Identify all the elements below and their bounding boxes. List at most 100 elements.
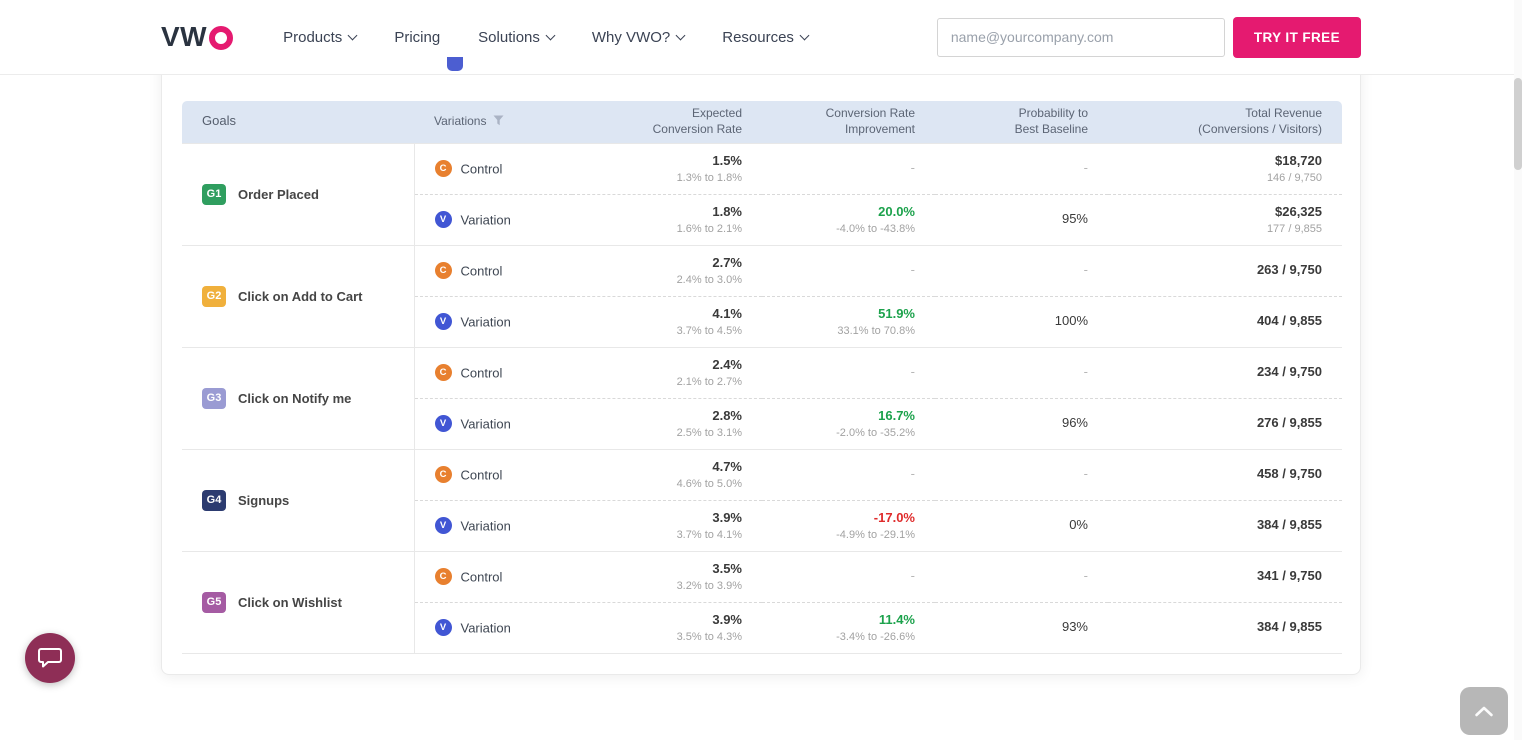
conversion-improvement-cell: - xyxy=(762,448,935,500)
variation-icon: V xyxy=(434,312,452,330)
expected-conversion-rate-cell: 1.8% 1.6% to 2.1% xyxy=(572,193,762,245)
cell-value: - xyxy=(1083,160,1088,176)
variation-label: Control xyxy=(460,568,503,584)
cell-value: 4.7% xyxy=(712,459,742,475)
cell-value: 234 / 9,750 xyxy=(1256,364,1322,380)
nav-item-label: Solutions xyxy=(478,28,540,46)
try-it-free-button[interactable]: TRY IT FREE xyxy=(1232,16,1361,58)
cell-value: 1.8% xyxy=(712,204,742,220)
nav-item-solutions[interactable]: Solutions xyxy=(478,28,556,46)
table-row: G5 Click on Wishlist C Control 3.5% 3.2% to 3… xyxy=(182,550,1342,653)
goal-badge: G1 xyxy=(202,183,226,205)
logo-o-ring-icon xyxy=(209,26,234,50)
revenue-cell: 234 / 9,750 xyxy=(1108,346,1342,398)
cell-value: 276 / 9,855 xyxy=(1256,415,1322,431)
top-navbar: VW Products Pricing Solutions Why VWO? Resou… xyxy=(0,0,1522,75)
expected-conversion-rate-cell: 3.9% 3.5% to 4.3% xyxy=(572,601,762,653)
cell-range: -4.9% to -29.1% xyxy=(836,528,915,541)
nav-item-why-vwo[interactable]: Why VWO? xyxy=(592,29,686,46)
cell-range: 4.6% to 5.0% xyxy=(676,477,742,490)
revenue-cell: 384 / 9,855 xyxy=(1108,499,1342,551)
probability-cell: - xyxy=(935,550,1108,602)
table-row: G4 Signups C Control 4.7% 4.6% to 5.0% - - 458 /… xyxy=(182,448,1342,551)
logo-text: VW xyxy=(161,21,208,52)
variation-cell: V Variation xyxy=(414,295,572,347)
expected-conversion-rate-cell: 4.1% 3.7% to 4.5% xyxy=(572,295,762,347)
scrollbar-thumb[interactable] xyxy=(1514,78,1522,170)
cell-value: - xyxy=(910,160,915,176)
goal-cell: G5 Click on Wishlist xyxy=(182,550,415,653)
goal-name: Order Placed xyxy=(238,186,319,202)
revenue-cell: $26,325 177 / 9,855 xyxy=(1108,193,1342,245)
control-icon: C xyxy=(434,261,452,279)
cell-range: -3.4% to -26.6% xyxy=(836,630,915,643)
variation-cell: C Control xyxy=(414,244,572,296)
cell-value: 384 / 9,855 xyxy=(1256,517,1322,533)
probability-cell: 93% xyxy=(935,601,1108,653)
header-goals-label: Goals xyxy=(202,113,236,129)
cell-value: 95% xyxy=(1061,211,1088,227)
variation-label: Variation xyxy=(460,211,511,227)
header-variations-label: Variations xyxy=(434,113,487,128)
variation-cell: V Variation xyxy=(414,397,572,449)
cell-value: - xyxy=(1083,466,1088,482)
table-row: G1 Order Placed C Control 1.5% 1.3% to 1.8% - -… xyxy=(182,142,1342,245)
goal-name: Click on Add to Cart xyxy=(238,288,363,304)
conversion-improvement-cell: - xyxy=(762,142,935,194)
chevron-down-icon xyxy=(347,30,358,40)
revenue-cell: 458 / 9,750 xyxy=(1108,448,1342,500)
variation-label: Control xyxy=(460,262,503,278)
goal-cell: G3 Click on Notify me xyxy=(182,346,415,449)
revenue-cell: 404 / 9,855 xyxy=(1108,295,1342,347)
variation-icon: V xyxy=(434,414,452,432)
nav-item-pricing[interactable]: Pricing xyxy=(394,29,440,46)
expected-conversion-rate-cell: 2.4% 2.1% to 2.7% xyxy=(572,346,762,398)
goal-badge: G2 xyxy=(202,285,226,307)
expected-conversion-rate-cell: 1.5% 1.3% to 1.8% xyxy=(572,142,762,194)
goal-badge: G3 xyxy=(202,387,226,409)
probability-cell: - xyxy=(935,346,1108,398)
chevron-down-icon xyxy=(545,30,556,40)
table-row: G2 Click on Add to Cart C Control 2.7% 2.4% t… xyxy=(182,244,1342,347)
variation-icon: V xyxy=(434,210,452,228)
header-goals: Goals xyxy=(182,101,414,143)
cell-value: 458 / 9,750 xyxy=(1256,466,1322,482)
control-icon: C xyxy=(434,159,452,177)
results-table: Goals Variations Expected Conversion Rat… xyxy=(182,101,1342,654)
cell-value: 2.4% xyxy=(712,357,742,373)
cell-value: $26,325 xyxy=(1275,204,1322,220)
vwo-logo[interactable]: VW xyxy=(161,21,234,53)
cell-range: 2.4% to 3.0% xyxy=(676,273,742,286)
email-input[interactable] xyxy=(936,17,1225,57)
probability-cell: 100% xyxy=(935,295,1108,347)
cell-value: - xyxy=(910,364,915,380)
nav-item-products[interactable]: Products xyxy=(283,29,358,46)
cell-value: 384 / 9,855 xyxy=(1256,619,1322,635)
chevron-down-icon xyxy=(799,30,810,40)
filter-icon[interactable] xyxy=(493,115,504,126)
goal-cell: G1 Order Placed xyxy=(182,142,415,245)
page-scrollbar[interactable] xyxy=(1514,0,1522,740)
table-row: V Variation 1.8% 1.6% to 2.1% 20.0% -4.0% to … xyxy=(182,193,1342,245)
probability-cell: - xyxy=(935,142,1108,194)
cell-value: - xyxy=(1083,568,1088,584)
navbar-right: TRY IT FREE xyxy=(936,16,1361,58)
nav-item-resources[interactable]: Resources xyxy=(722,28,810,46)
cell-value: 3.9% xyxy=(712,510,742,526)
nav-item-label: Resources xyxy=(722,28,794,46)
table-row: V Variation 3.9% 3.7% to 4.1% -17.0% -4.9% to… xyxy=(182,499,1342,551)
cell-value: 2.7% xyxy=(712,255,742,271)
cell-value: - xyxy=(1083,364,1088,380)
goal-name: Click on Wishlist xyxy=(238,594,342,610)
goal-name: Click on Notify me xyxy=(238,390,352,406)
probability-cell: 96% xyxy=(935,397,1108,449)
main-nav: Products Pricing Solutions Why VWO? Resource… xyxy=(283,28,810,46)
cell-value: 11.4% xyxy=(878,612,915,628)
header-conversion-rate-improvement: Conversion Rate Improvement xyxy=(762,101,935,143)
cell-value: 263 / 9,750 xyxy=(1256,262,1322,278)
chat-widget-button[interactable] xyxy=(25,633,75,683)
scroll-to-top-button[interactable] xyxy=(1460,687,1508,735)
table-row: V Variation 2.8% 2.5% to 3.1% 16.7% -2.0% to … xyxy=(182,397,1342,449)
revenue-cell: $18,720 146 / 9,750 xyxy=(1108,142,1342,194)
cell-value: 20.0% xyxy=(878,204,915,220)
